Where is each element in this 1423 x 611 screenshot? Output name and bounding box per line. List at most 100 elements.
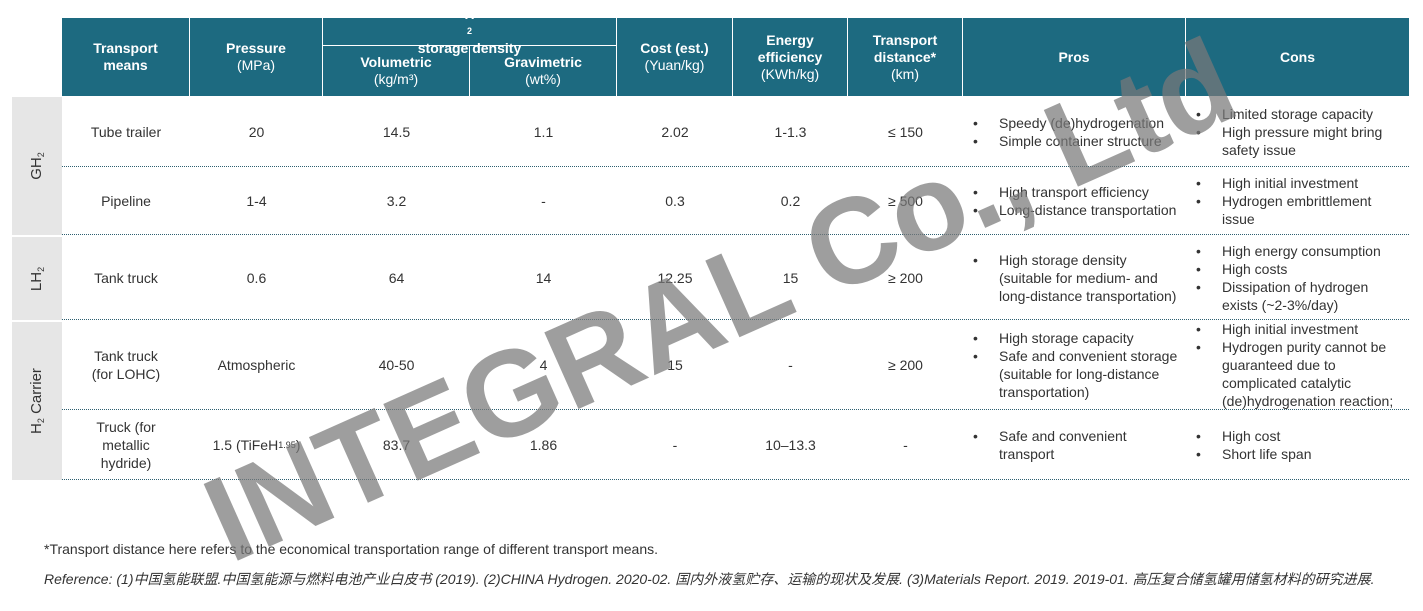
bullet-item: Speedy (de)hydrogenation [973,114,1180,132]
cons-list: High initial investmentHydrogen purity c… [1186,320,1409,410]
header-cell: Pros [963,18,1185,96]
table-cell: 0.2 [733,167,848,235]
pros-list: High storage capacitySafe and convenient… [963,320,1186,410]
text: 14.5 [382,124,411,140]
table-cell: 2.02 [617,97,733,167]
text: Tank truck [94,269,158,286]
cons-list: High costShort life span [1186,410,1409,480]
table-cell: 0.3 [617,167,733,235]
text: - [541,193,546,209]
header-cell: Gravimetric (wt%) [470,46,616,96]
text: 1.86 [529,437,558,453]
text: - [903,437,908,453]
header-cell: Pressure (MPa) [190,18,322,96]
table-cell: Pipeline [62,167,190,235]
table-cell: Tube trailer [62,97,190,167]
table-cell: 3.2 [323,167,470,235]
group-label: H2 Carrier [12,322,62,480]
text: Tube trailer [90,124,162,140]
header-cell: Cons [1186,18,1409,96]
table-cell: 1-4 [190,167,323,235]
header-title: Cost (est.) [640,40,709,56]
text: 0.3 [665,193,685,209]
pros-list: Speedy (de)hydrogenationSimple container… [963,97,1186,167]
bullet-item: Short life span [1196,445,1403,463]
table-cell: 15 [733,235,848,320]
cons-list: Limited storage capacityHigh pressure mi… [1186,97,1409,167]
pros-list: Safe and convenient transport [963,410,1186,480]
table-cell: 1.86 [470,410,617,480]
table-cell: 1-1.3 [733,97,848,167]
bullet-item: Hydrogen purity cannot be guaranteed due… [1196,338,1403,410]
header-group: H 2 storage density [323,6,616,56]
bullet-item: High storage density (suitable for mediu… [973,251,1180,305]
text: storage density [417,40,522,56]
cons-list: High energy consumptionHigh costsDissipa… [1186,235,1409,320]
text: GH [27,157,45,180]
header-cell: Transport distance* (km) [848,18,962,96]
text: 15 [667,357,683,373]
table-cell: Atmospheric [190,320,323,410]
footnote: *Transport distance here refers to the e… [44,541,658,557]
header-cell: Volumetric (kg/m³) [323,46,469,96]
pros-list: High storage density (suitable for mediu… [963,235,1186,320]
text: Tank truck (for LOHC) [91,348,161,382]
text: 2.02 [661,124,689,140]
group-text: GH2 [28,152,46,180]
header-title: Cons [1280,48,1315,65]
text: 1.1 [533,124,554,140]
bullet-item: High initial investment [1196,320,1403,338]
header-title: Transport distance* [872,31,938,65]
table-cell: 14 [470,235,617,320]
row-separator [62,479,1409,480]
bullet-item: High cost [1196,427,1403,445]
text: 83.7 [382,437,411,453]
bullet-item: Simple container structure [973,132,1180,150]
table-cell: 12.25 [617,235,733,320]
table-cell: 83.7 [323,410,470,480]
bullet-item: High initial investment [1196,174,1403,192]
text: 3.2 [386,193,407,209]
header-unit: (kg/m³) [373,71,419,87]
header-cell: Cost (est.) (Yuan/kg) [617,18,732,96]
header-title: Volumetric [360,54,432,70]
text: 10–13.3 [765,437,816,453]
table-cell: Tank truck [62,235,190,320]
header-unit: (KWh/kg) [760,65,820,82]
table-cell: 0.6 [190,235,323,320]
text: 14 [535,269,552,286]
text: 1-4 [246,193,267,209]
bullet-item: Limited storage capacity [1196,105,1403,123]
table-cell: 14.5 [323,97,470,167]
header-unit: (Yuan/kg) [644,57,705,73]
table-cell: ≤ 150 [848,97,963,167]
bullet-item: Dissipation of hydrogen exists (~2-3%/da… [1196,278,1403,314]
text: 64 [388,269,405,286]
text: 1.5 (TiFeH [212,437,279,453]
subscript: 1.95 [278,440,296,450]
text: H [28,423,45,434]
text: 12.25 [657,269,693,286]
text: ) [295,437,301,453]
text: H [464,6,475,22]
text: 4 [539,357,548,373]
reference: Reference: (1)中国氢能联盟.中国氢能源与燃料电池产业白皮书 (20… [44,571,1375,587]
table-cell: 1.1 [470,97,617,167]
table-cell: - [848,410,963,480]
table-cell: ≥ 200 [848,235,963,320]
bullet-item: Safe and convenient storage (suitable fo… [973,347,1180,401]
table-cell: 40-50 [323,320,470,410]
subscript: 2 [466,26,472,36]
bullet-item: High storage capacity [973,329,1180,347]
header-title: Energy efficiency [757,31,823,65]
subscript: 2 [36,418,46,424]
group-label: LH2 [12,237,62,320]
group-text: LH2 [28,266,46,290]
bullet-item: High pressure might bring safety issue [1196,123,1403,159]
header-cell: Transport means [62,18,189,96]
table-cell: 64 [323,235,470,320]
text: 0.2 [780,193,801,209]
text: 20 [248,124,265,140]
cons-list: High initial investmentHydrogen embrittl… [1186,167,1409,235]
bullet-item: High transport efficiency [973,183,1180,201]
